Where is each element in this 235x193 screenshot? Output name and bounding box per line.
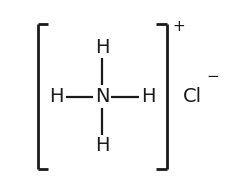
Text: H: H (95, 136, 110, 155)
Text: −: − (206, 69, 219, 84)
Text: H: H (95, 38, 110, 57)
Text: Cl: Cl (183, 87, 202, 106)
Text: H: H (49, 87, 64, 106)
Text: +: + (173, 19, 185, 34)
Text: N: N (95, 87, 110, 106)
Text: H: H (141, 87, 155, 106)
